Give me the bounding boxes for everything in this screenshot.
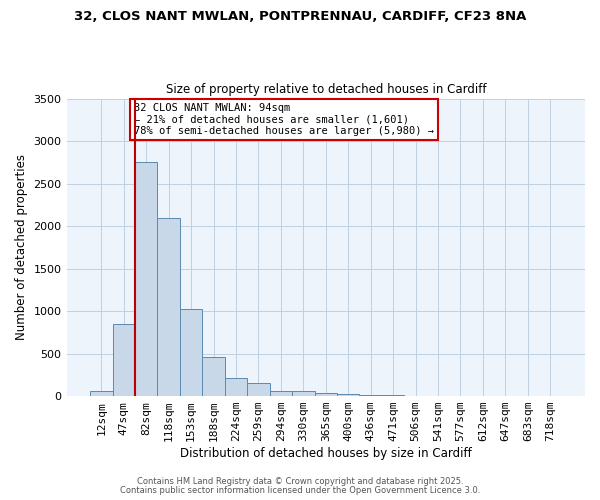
Text: Contains public sector information licensed under the Open Government Licence 3.: Contains public sector information licen… [120,486,480,495]
X-axis label: Distribution of detached houses by size in Cardiff: Distribution of detached houses by size … [180,447,472,460]
Bar [202,357,225,396]
Text: Contains HM Land Registry data © Crown copyright and database right 2025.: Contains HM Land Registry data © Crown c… [137,478,463,486]
Bar [135,162,157,396]
Bar [180,308,202,396]
Title: Size of property relative to detached houses in Cardiff: Size of property relative to detached ho… [166,83,486,96]
Y-axis label: Number of detached properties: Number of detached properties [15,154,28,340]
Bar [314,393,337,396]
Bar [359,395,382,396]
Text: 32 CLOS NANT MWLAN: 94sqm
← 21% of detached houses are smaller (1,601)
78% of se: 32 CLOS NANT MWLAN: 94sqm ← 21% of detac… [134,103,434,136]
Bar [113,324,135,396]
Bar [337,394,359,396]
Bar [225,378,247,396]
Bar [269,390,292,396]
Text: 32, CLOS NANT MWLAN, PONTPRENNAU, CARDIFF, CF23 8NA: 32, CLOS NANT MWLAN, PONTPRENNAU, CARDIF… [74,10,526,23]
Bar [382,395,404,396]
Bar [247,383,269,396]
Bar [292,392,314,396]
Bar [90,391,113,396]
Bar [157,218,180,396]
